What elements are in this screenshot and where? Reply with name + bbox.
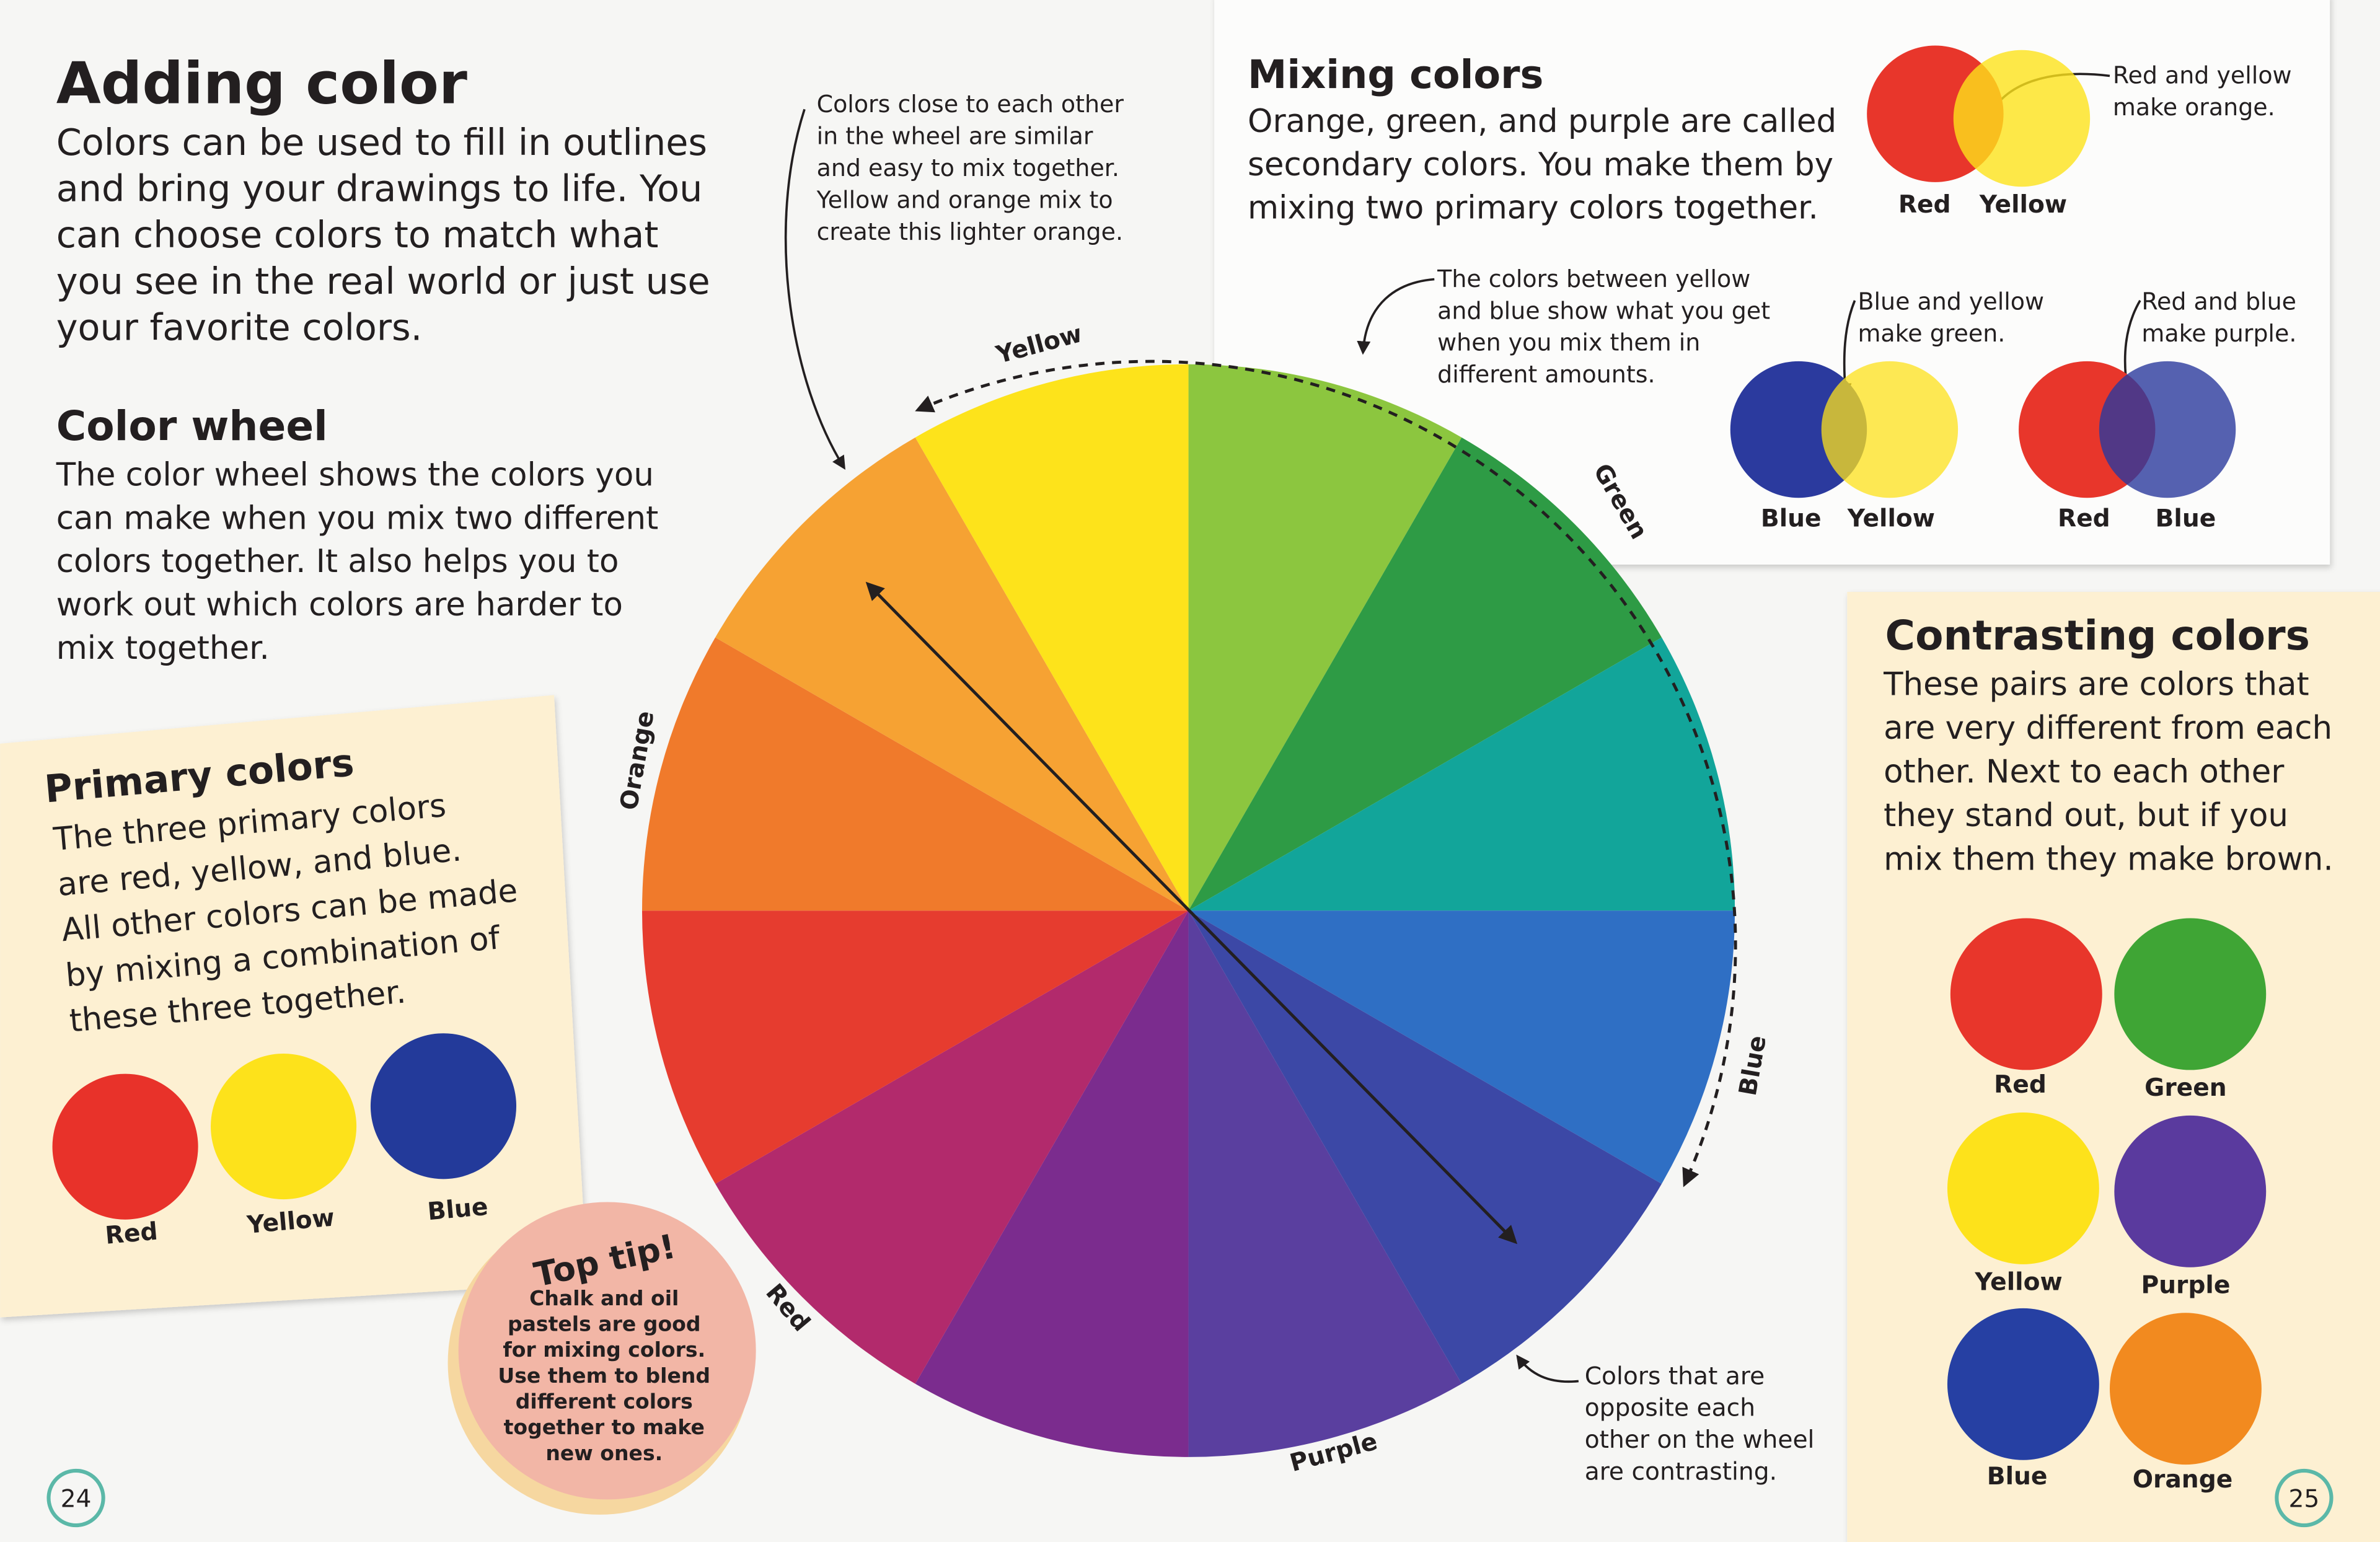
text-line: The color wheel shows the colors you (56, 457, 654, 494)
swatch (2114, 918, 2267, 1070)
text-line: and blue show what you get (1437, 297, 1770, 324)
text-line: Red and yellow (2113, 62, 2292, 89)
text-line: are contrasting. (1585, 1458, 1777, 1486)
swatch (2109, 1313, 2262, 1465)
swatch (370, 1033, 517, 1179)
text-line: Yellow and orange mix to (816, 186, 1113, 213)
title: Adding color (56, 50, 467, 117)
pointer-arrow (1516, 1354, 1579, 1383)
heading: Color wheel (56, 402, 328, 450)
text-line: Use them to blend (498, 1364, 710, 1388)
primary-swatches (52, 1033, 517, 1220)
text-line: and easy to mix together. (817, 154, 1119, 182)
text-line: work out which colors are harder to (56, 586, 623, 623)
text-line: for mixing colors. (503, 1337, 705, 1362)
swatch-label: Red (2058, 505, 2110, 533)
text-line: can make when you mix two different (56, 500, 659, 537)
heading: Mixing colors (1248, 52, 1543, 98)
text-line: new ones. (545, 1441, 663, 1465)
text-line: Colors that are (1585, 1362, 1765, 1390)
text-line: Blue and yellow (1858, 288, 2044, 315)
page-number: 25 (2289, 1486, 2320, 1513)
swatch-label: Green (2144, 1074, 2226, 1102)
text-line: they stand out, but if you (1884, 797, 2288, 834)
swatch-label: Blue (1987, 1463, 2048, 1491)
text-line: and bring your drawings to life. You (56, 167, 703, 209)
swatch-label: Blue (2156, 505, 2216, 533)
heading: Contrasting colors (1885, 612, 2310, 659)
swatch (2114, 1115, 2267, 1267)
swatch-label: Red (1994, 1071, 2047, 1099)
text-line: make purple. (2141, 320, 2296, 347)
text-line: different amounts. (1437, 361, 1655, 388)
text-line: These pairs are colors that (1883, 666, 2309, 703)
text-line: other. Next to each other (1884, 754, 2285, 791)
swatch (1947, 1112, 2099, 1264)
swatch-label: Yellow (1979, 191, 2067, 219)
text-line: mix together. (56, 630, 270, 667)
swatch (52, 1073, 198, 1220)
pointer-arrow (1357, 278, 1435, 355)
text-line: The colors between yellow (1437, 265, 1750, 293)
swatch-label: Purple (2141, 1271, 2230, 1299)
swatch (211, 1054, 357, 1200)
text-line: in the wheel are similar (817, 123, 1093, 150)
text-line: other on the wheel (1585, 1426, 1815, 1454)
text-line: colors together. It also helps you to (56, 543, 619, 580)
text-line: Chalk and oil (529, 1286, 679, 1310)
contrast-arrow (865, 581, 1518, 1245)
swatch (2099, 361, 2236, 498)
swatch-label: Blue (426, 1193, 489, 1226)
swatch (1953, 50, 2091, 187)
swatch-label: Red (1898, 191, 1951, 219)
page-number-ring (2275, 1468, 2334, 1528)
page-number: 24 (61, 1486, 92, 1513)
text-line: opposite each (1585, 1394, 1755, 1422)
text-line: Orange, green, and purple are called (1248, 103, 1836, 140)
text-line: Red and blue (2141, 288, 2296, 315)
text-line: make green. (1858, 320, 2005, 347)
text-line: your favorite colors. (56, 306, 423, 349)
text-line: together to make (504, 1415, 705, 1439)
page-number-ring (46, 1468, 105, 1528)
text-line: different colors (516, 1390, 693, 1414)
pointer-arrow (784, 108, 845, 470)
swatches (52, 45, 2267, 1465)
text-line: are very different from each (1884, 710, 2332, 747)
text-line: Colors can be used to fill in outlines (56, 121, 707, 164)
text-line: secondary colors. You make them by (1248, 146, 1833, 183)
text-line: Colors close to each other (817, 90, 1124, 118)
text-line: create this lighter orange. (817, 218, 1123, 245)
swatch-label: Orange (2133, 1466, 2233, 1494)
text-line: you see in the real world or just use (56, 260, 710, 302)
text-line: can choose colors to match what (56, 213, 659, 256)
swatch (1950, 918, 2102, 1070)
tip-circle (458, 1202, 756, 1500)
swatch (1947, 1308, 2099, 1460)
text-line: pastels are good (508, 1312, 701, 1336)
swatch-label: Blue (1761, 505, 1822, 533)
swatch-label: Yellow (1974, 1268, 2062, 1296)
text-line: when you mix them in (1437, 329, 1700, 356)
swatch (1821, 361, 1959, 498)
text-line: mix them they make brown. (1884, 841, 2334, 878)
swatch-label: Yellow (1847, 505, 1935, 533)
text-line: mixing two primary colors together. (1248, 190, 1818, 227)
text-line: make orange. (2113, 94, 2275, 121)
dashed-arc (915, 359, 1737, 1187)
swatch-label: Red (104, 1218, 159, 1250)
